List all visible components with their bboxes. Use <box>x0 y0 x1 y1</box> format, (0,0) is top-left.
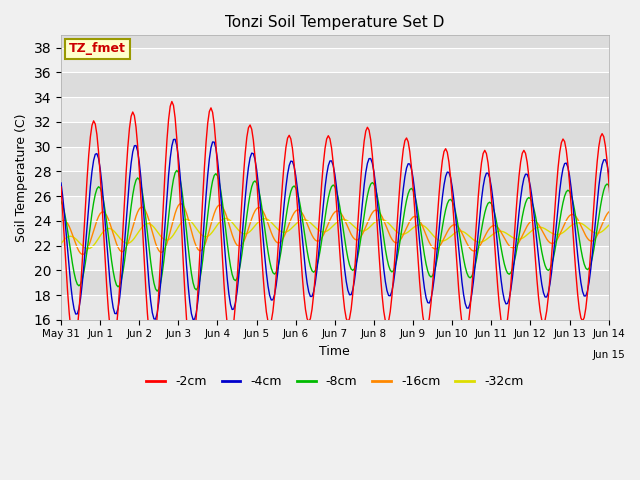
Bar <box>61 48 609 72</box>
Title: Tonzi Soil Temperature Set D: Tonzi Soil Temperature Set D <box>225 15 445 30</box>
Y-axis label: Soil Temperature (C): Soil Temperature (C) <box>15 113 28 242</box>
Text: Jun 15: Jun 15 <box>592 350 625 360</box>
Bar <box>61 295 609 320</box>
Bar <box>61 196 609 221</box>
Bar <box>61 146 609 171</box>
Legend: -2cm, -4cm, -8cm, -16cm, -32cm: -2cm, -4cm, -8cm, -16cm, -32cm <box>141 370 529 393</box>
Bar <box>61 97 609 122</box>
X-axis label: Time: Time <box>319 345 350 358</box>
Bar <box>61 246 609 270</box>
Text: TZ_fmet: TZ_fmet <box>69 42 126 56</box>
